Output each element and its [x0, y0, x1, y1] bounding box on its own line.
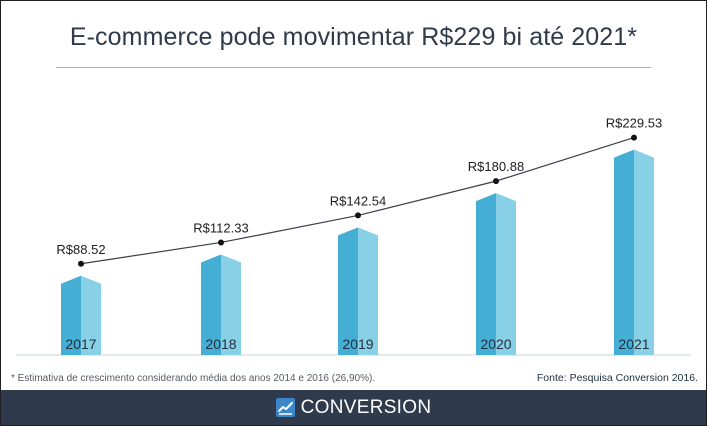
value-label: R$229.53: [606, 116, 662, 131]
chart-title: E-commerce pode movimentar R$229 bi até …: [69, 23, 638, 51]
bar-2021: [614, 149, 654, 355]
bar-right-face: [358, 227, 378, 355]
bar-2017: [61, 275, 101, 355]
value-label: R$180.88: [468, 159, 524, 174]
bar-2018: [201, 254, 241, 355]
bar-chart: 2017 2018 2019 2020 2021 R$88.52 R$112.33 R$142…: [16, 116, 691, 356]
trend-marker: [355, 212, 361, 219]
bar-2020: [476, 193, 516, 355]
year-label: 2018: [205, 336, 236, 352]
brand-name: CONVERSION: [300, 396, 432, 418]
bar-left-face: [201, 254, 221, 355]
year-label: 2020: [480, 336, 511, 352]
year-label: 2019: [342, 336, 373, 352]
bar-left-face: [338, 227, 358, 355]
bar-right-face: [81, 275, 101, 355]
value-label: R$142.54: [330, 193, 386, 208]
bar-right-face: [221, 254, 241, 355]
bar-left-face: [61, 275, 81, 355]
bar-right-face: [496, 193, 516, 355]
title-divider: [56, 67, 651, 68]
year-label: 2021: [618, 336, 649, 352]
trend-marker: [631, 134, 637, 141]
footnote: * Estimativa de crescimento considerando…: [11, 373, 376, 384]
bar-right-face: [634, 149, 654, 355]
brand: CONVERSION: [1, 390, 706, 425]
bar-left-face: [614, 149, 634, 355]
bar-left-face: [476, 193, 496, 355]
trend-marker: [78, 260, 84, 267]
value-label: R$88.52: [56, 242, 105, 257]
chart-trend-icon: [275, 398, 295, 417]
trend-marker: [218, 239, 224, 246]
source-note: Fonte: Pesquisa Conversion 2016.: [536, 372, 698, 384]
footer-bar: CONVERSION: [1, 390, 706, 425]
trend-marker: [493, 178, 499, 185]
year-label: 2017: [65, 336, 96, 352]
bar-2019: [338, 227, 378, 355]
value-label: R$112.33: [193, 220, 248, 235]
